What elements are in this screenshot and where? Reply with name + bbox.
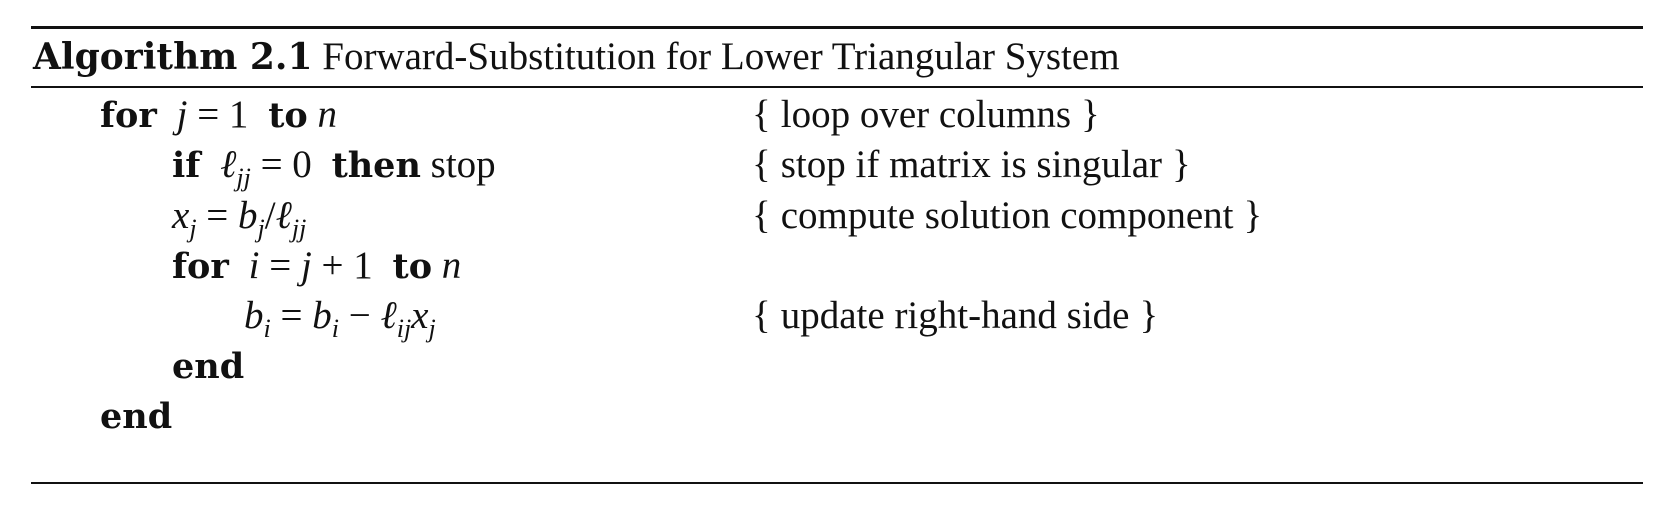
var-x: x [172, 194, 190, 237]
algorithm-caption: Algorithm 2.1 Forward-Substitution for L… [33, 32, 1120, 82]
caption-rule [31, 86, 1643, 88]
slash: / [264, 194, 276, 237]
var-n: n [317, 93, 337, 136]
brace-open: { [752, 194, 771, 237]
line-1-for-j: for j = 1 to n [100, 88, 337, 141]
keyword-if: if [172, 145, 201, 186]
comment-1: {loop over columns} [752, 88, 1100, 141]
keyword-then: then [331, 145, 421, 186]
sub-j: j [189, 214, 197, 243]
bottom-rule [31, 482, 1643, 484]
var-ell: ℓ [380, 294, 397, 337]
comment-text: compute solution component [780, 194, 1234, 237]
keyword-end: end [172, 346, 245, 387]
keyword-for: for [172, 246, 229, 287]
var-n: n [441, 244, 462, 287]
line-2-if: if ℓjj = 0 then stop [172, 138, 496, 192]
var-b: b [244, 294, 264, 337]
brace-close: } [1139, 294, 1159, 337]
var-j: j [176, 93, 188, 136]
sub-j: j [428, 314, 436, 343]
line-6-end-inner: end [172, 339, 244, 392]
var-ell: ℓ [275, 194, 292, 237]
var-i: i [248, 244, 260, 287]
equals: = [280, 294, 303, 337]
equals: = [269, 244, 292, 287]
comment-3: {compute solution component} [752, 189, 1262, 242]
keyword-end: end [100, 396, 173, 437]
sub-j: j [257, 214, 265, 243]
algorithm-label: Algorithm 2.1 [33, 36, 313, 78]
comment-5: {update right-hand side} [752, 289, 1158, 342]
line-3-compute-x: xj = bj/ℓjj [172, 189, 307, 243]
line-5-update-b: bi = bi − ℓijxj [244, 289, 436, 343]
equals-one: = 1 [197, 93, 249, 136]
brace-open: { [752, 143, 771, 186]
line-7-end-outer: end [100, 389, 172, 442]
var-b: b [312, 294, 332, 337]
brace-open: { [752, 294, 771, 337]
brace-close: } [1172, 143, 1191, 186]
equals-zero: = 0 [260, 143, 312, 186]
brace-close: } [1081, 93, 1100, 136]
brace-open: { [752, 93, 771, 136]
var-j: j [300, 244, 312, 287]
sub-jj: jj [291, 214, 307, 243]
comment-text: stop if matrix is singular [780, 143, 1163, 186]
word-stop: stop [430, 143, 496, 186]
line-4-for-i: for i = j + 1 to n [172, 239, 461, 292]
var-ell: ℓ [220, 143, 237, 186]
sub-i: i [331, 314, 339, 343]
equals: = [206, 194, 229, 237]
comment-2: {stop if matrix is singular} [752, 138, 1191, 191]
top-rule [31, 26, 1643, 29]
sub-jj: jj [236, 163, 251, 192]
comment-text: update right-hand side [780, 294, 1130, 337]
brace-close: } [1243, 194, 1263, 237]
var-x: x [411, 294, 429, 337]
keyword-for: for [100, 95, 157, 136]
keyword-to: to [392, 246, 433, 287]
comment-text: loop over columns [780, 93, 1072, 136]
var-b: b [238, 194, 258, 237]
sub-i: i [263, 314, 271, 343]
plus-one: + 1 [321, 244, 373, 287]
sub-ij: ij [396, 314, 412, 343]
algorithm-title: Forward-Substitution for Lower Triangula… [322, 35, 1120, 78]
minus: − [348, 294, 371, 337]
keyword-to: to [268, 95, 308, 136]
